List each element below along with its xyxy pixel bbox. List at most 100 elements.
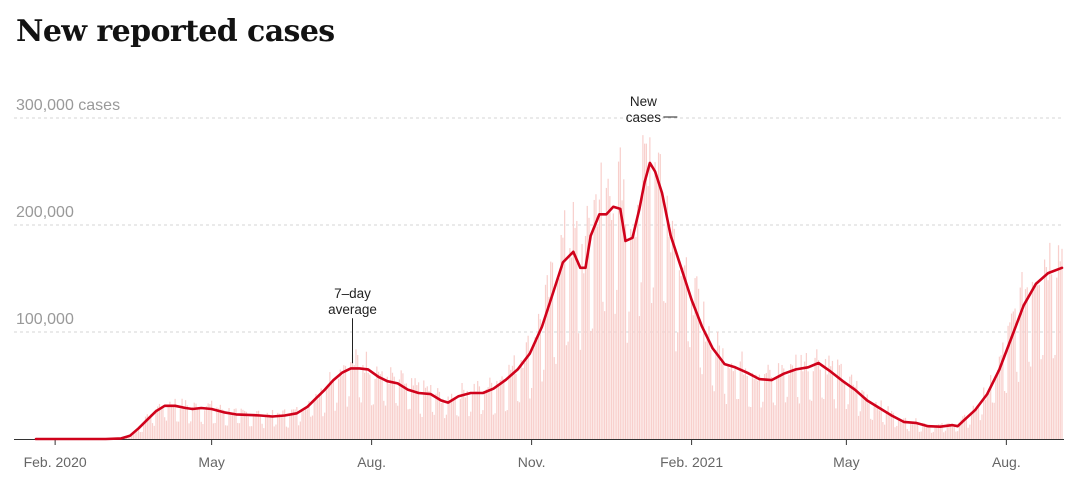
daily-case-bar: [812, 371, 814, 439]
grid-lines: [14, 117, 1064, 333]
daily-case-bar: [141, 431, 143, 439]
daily-case-bar: [544, 284, 547, 439]
daily-case-bar: [934, 427, 936, 439]
daily-case-bar: [386, 376, 388, 439]
daily-case-bar: [188, 423, 190, 439]
daily-case-bar: [405, 383, 408, 439]
daily-case-bar: [364, 372, 366, 439]
daily-case-bar: [411, 378, 413, 439]
daily-case-bar: [184, 400, 187, 439]
daily-case-bar: [1000, 355, 1002, 439]
daily-case-bar: [741, 351, 743, 439]
daily-case-bar: [444, 418, 446, 439]
daily-case-bar: [377, 371, 380, 439]
daily-case-bar: [266, 412, 268, 439]
daily-case-bar: [1035, 282, 1037, 439]
daily-case-bar: [1009, 322, 1011, 439]
daily-case-bar: [292, 409, 294, 439]
daily-case-bar: [710, 349, 712, 439]
daily-case-bar: [167, 405, 169, 439]
daily-case-bar: [830, 366, 832, 439]
daily-case-bar: [518, 402, 521, 439]
daily-case-bar: [313, 401, 315, 439]
daily-case-bar: [524, 362, 526, 439]
daily-case-bar: [884, 424, 886, 439]
daily-case-bar: [473, 383, 475, 439]
daily-case-bar: [564, 210, 566, 439]
daily-case-bar: [590, 330, 592, 439]
daily-case-bar: [485, 389, 488, 439]
daily-case-bar: [854, 386, 856, 439]
daily-case-bar: [715, 349, 717, 439]
daily-case-bar: [151, 423, 154, 439]
daily-case-bar: [746, 376, 748, 439]
x-tick-label: Feb. 2020: [24, 454, 87, 470]
daily-case-bar: [541, 381, 543, 439]
daily-case-bar: [390, 367, 392, 439]
daily-case-bar: [610, 219, 613, 439]
daily-case-bar: [675, 351, 677, 439]
daily-case-bar: [577, 333, 580, 439]
daily-case-bar: [179, 408, 181, 439]
daily-case-bar: [1057, 245, 1060, 439]
daily-case-bar: [802, 371, 804, 439]
daily-case-bar: [224, 425, 227, 439]
daily-case-bar: [684, 265, 686, 439]
daily-case-bar: [910, 423, 912, 439]
daily-case-bar: [464, 397, 467, 439]
daily-case-bar: [774, 405, 776, 439]
daily-case-bar: [480, 413, 482, 439]
daily-case-bar: [489, 377, 491, 439]
daily-case-bar: [809, 399, 811, 439]
daily-case-bar: [722, 348, 724, 439]
daily-case-bar: [598, 199, 601, 439]
daily-case-bar: [329, 372, 331, 439]
daily-case-bar: [730, 363, 733, 439]
daily-case-bar: [391, 372, 394, 439]
daily-case-bar: [1019, 287, 1021, 439]
chart-title: New reported cases: [16, 14, 335, 49]
daily-case-bar: [748, 406, 750, 439]
daily-case-bar: [417, 382, 420, 439]
daily-case-bar: [1056, 277, 1058, 439]
daily-case-bar: [158, 403, 161, 439]
daily-case-bar: [783, 368, 785, 439]
daily-case-bar: [235, 408, 237, 439]
daily-case-bar: [717, 331, 719, 439]
daily-case-bar: [470, 411, 472, 439]
daily-case-bar: [388, 383, 390, 439]
daily-case-bar: [1017, 381, 1020, 439]
daily-case-bar: [673, 228, 675, 439]
daily-case-bar: [704, 341, 707, 439]
daily-case-bar: [838, 365, 841, 439]
daily-case-bar: [501, 376, 503, 439]
daily-case-bar: [174, 398, 176, 439]
daily-case-bar: [609, 196, 611, 439]
daily-case-bar: [583, 273, 585, 439]
daily-case-bar: [240, 408, 242, 439]
daily-case-bar: [155, 409, 157, 439]
daily-case-bar: [810, 400, 813, 439]
y-tick-label: 200,000: [16, 204, 74, 221]
daily-case-bar: [362, 365, 364, 439]
daily-case-bar: [671, 220, 674, 439]
x-tick-label: Nov.: [518, 454, 546, 470]
x-tick-label: Feb. 2021: [660, 454, 723, 470]
daily-case-bar: [384, 405, 387, 439]
daily-case-bar: [164, 417, 166, 439]
daily-case-bar: [440, 402, 442, 439]
daily-case-bar: [663, 301, 665, 439]
daily-case-bar: [637, 204, 639, 439]
daily-case-bar: [191, 406, 194, 439]
daily-case-bar: [506, 410, 508, 439]
daily-case-bar: [793, 369, 795, 439]
daily-case-bar: [344, 365, 347, 439]
daily-case-bar: [612, 213, 614, 439]
daily-case-bar: [718, 345, 721, 439]
daily-case-bar: [983, 387, 985, 439]
daily-case-bar: [739, 361, 741, 439]
daily-case-bar: [304, 409, 307, 439]
daily-case-bar: [617, 161, 620, 439]
daily-case-bar: [1021, 272, 1023, 439]
